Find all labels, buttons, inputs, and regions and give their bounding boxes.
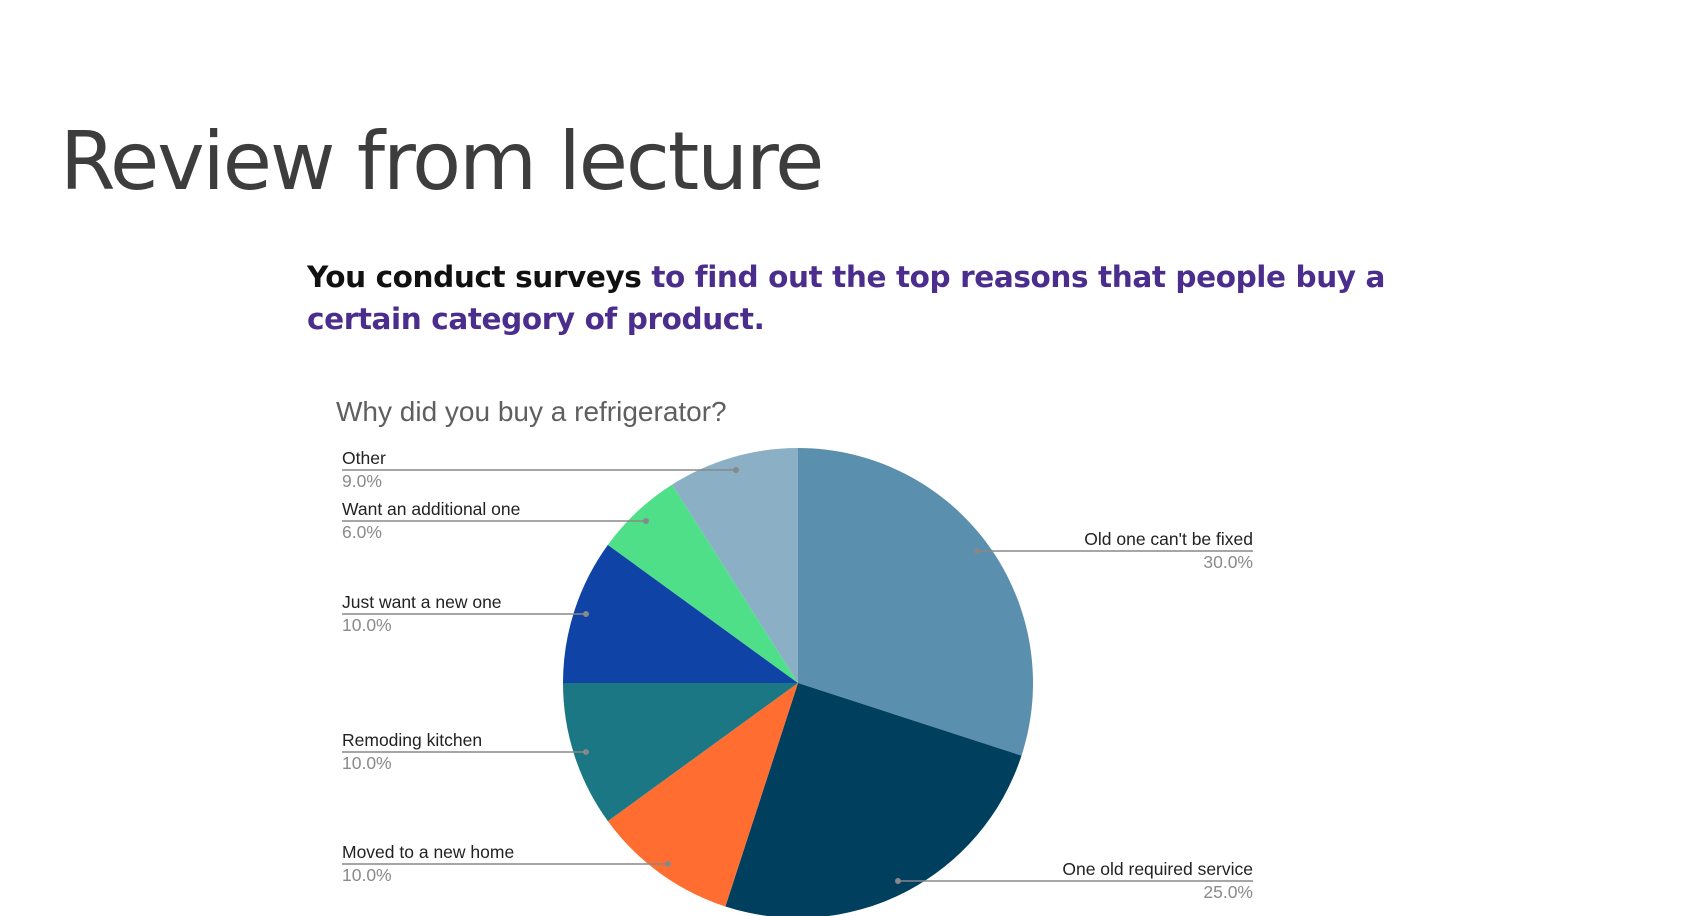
slice-label: Old one can't be fixed: [1084, 529, 1253, 549]
intro-text: You conduct surveys to find out the top …: [307, 256, 1457, 340]
pie-slice: [607, 683, 798, 907]
pie-slices: [563, 448, 1033, 916]
intro-text-black: You conduct surveys: [307, 260, 642, 294]
pie-slice: [672, 448, 798, 683]
pie-slice: [563, 683, 798, 822]
pie-slice: [798, 448, 1033, 756]
slice-value-label: 10.0%: [342, 615, 392, 635]
chart-title: Why did you buy a refrigerator?: [336, 396, 727, 427]
slice-value-label: 10.0%: [342, 753, 392, 773]
pie-labels: Old one can't be fixed 30.0% One old requi…: [342, 448, 1253, 902]
slide-title: Review from lecture: [60, 115, 824, 208]
slice-value-label: 9.0%: [342, 471, 382, 491]
slice-label: Moved to a new home: [342, 842, 514, 862]
leader-dot: [665, 861, 671, 867]
slice-value-label: 6.0%: [342, 522, 382, 542]
slice-label: Remoding kitchen: [342, 730, 482, 750]
leader-dot: [583, 749, 589, 755]
leader-dot: [733, 467, 739, 473]
leader-dot: [895, 878, 901, 884]
slice-label: Just want a new one: [342, 592, 502, 612]
pie-slice: [563, 544, 798, 683]
slice-value-label: 10.0%: [342, 865, 392, 885]
pie-slice: [607, 484, 798, 683]
leader-dot: [643, 518, 649, 524]
leader-dot: [583, 611, 589, 617]
slice-label: Other: [342, 448, 386, 468]
pie-slice: [725, 683, 1022, 916]
intro-text-purple: to find out the top reasons that people …: [307, 260, 1386, 336]
slice-label: Want an additional one: [342, 499, 520, 519]
leader-dot: [974, 548, 980, 554]
slice-value-label: 25.0%: [1203, 882, 1253, 902]
slice-label: One old required service: [1062, 859, 1253, 879]
slice-value-label: 30.0%: [1203, 552, 1253, 572]
